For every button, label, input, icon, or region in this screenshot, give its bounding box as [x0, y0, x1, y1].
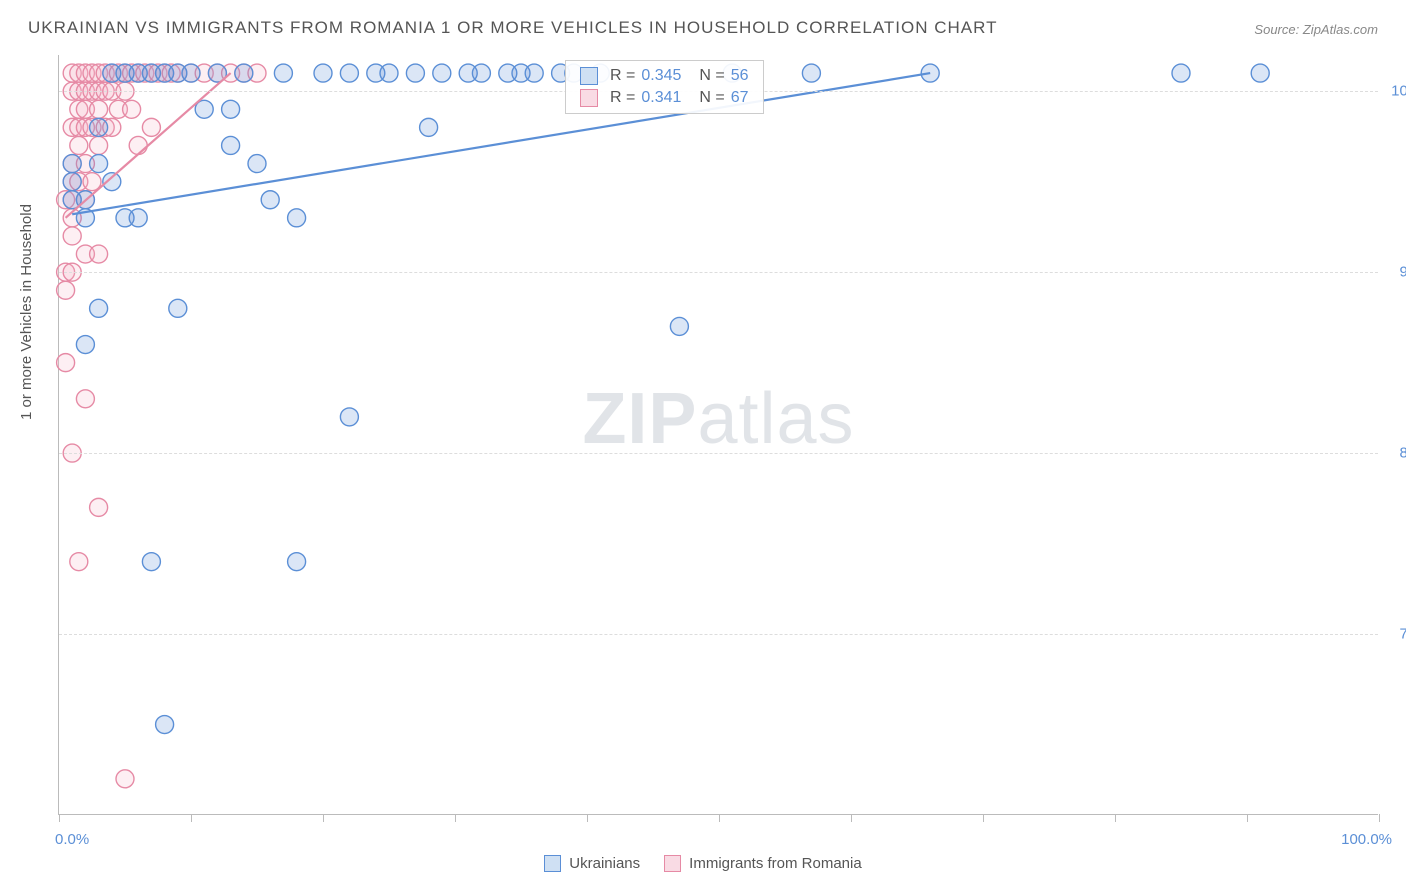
scatter-point-romania: [76, 390, 94, 408]
scatter-point-ukrainians: [380, 64, 398, 82]
legend-n-label: N =: [699, 67, 724, 85]
scatter-point-ukrainians: [182, 64, 200, 82]
scatter-point-romania: [57, 354, 75, 372]
trend-line-ukrainians: [72, 73, 930, 214]
scatter-point-ukrainians: [63, 173, 81, 191]
scatter-point-romania: [90, 498, 108, 516]
scatter-point-ukrainians: [222, 136, 240, 154]
scatter-point-romania: [90, 100, 108, 118]
plot-area: ZIPatlas 100.0%90.0%80.0%70.0%0.0%100.0%: [58, 55, 1378, 815]
legend-bottom-item: Immigrants from Romania: [664, 855, 862, 872]
legend-swatch: [544, 855, 561, 872]
y-axis-title: 1 or more Vehicles in Household: [18, 204, 35, 420]
y-tick-label: 80.0%: [1386, 445, 1406, 462]
scatter-point-ukrainians: [1172, 64, 1190, 82]
scatter-point-ukrainians: [525, 64, 543, 82]
scatter-point-romania: [123, 100, 141, 118]
scatter-point-ukrainians: [420, 118, 438, 136]
scatter-point-ukrainians: [472, 64, 490, 82]
x-tick: [191, 814, 192, 822]
scatter-point-romania: [70, 136, 88, 154]
scatter-point-romania: [116, 770, 134, 788]
legend-r-value: 0.345: [641, 67, 681, 85]
legend-r-value: 0.341: [641, 89, 681, 107]
scatter-point-ukrainians: [129, 209, 147, 227]
scatter-point-ukrainians: [142, 553, 160, 571]
scatter-point-ukrainians: [90, 118, 108, 136]
legend-n-label: N =: [699, 89, 724, 107]
scatter-point-ukrainians: [433, 64, 451, 82]
scatter-point-romania: [57, 281, 75, 299]
source-link[interactable]: ZipAtlas.com: [1303, 22, 1378, 37]
y-tick-label: 100.0%: [1386, 83, 1406, 100]
y-tick-label: 90.0%: [1386, 264, 1406, 281]
legend-bottom-label: Immigrants from Romania: [689, 855, 862, 872]
chart-title: UKRAINIAN VS IMMIGRANTS FROM ROMANIA 1 O…: [28, 18, 998, 38]
scatter-point-ukrainians: [63, 155, 81, 173]
x-tick: [455, 814, 456, 822]
gridline-h: [59, 634, 1378, 635]
legend-stat-row: R = 0.345 N = 56: [566, 65, 763, 87]
legend-n-value: 67: [731, 89, 749, 107]
scatter-point-romania: [129, 136, 147, 154]
scatter-point-ukrainians: [314, 64, 332, 82]
legend-swatch: [664, 855, 681, 872]
x-tick: [983, 814, 984, 822]
scatter-point-ukrainians: [90, 155, 108, 173]
x-tick-label-max: 100.0%: [1341, 831, 1392, 848]
x-tick: [59, 814, 60, 822]
scatter-point-ukrainians: [340, 64, 358, 82]
x-tick-label-min: 0.0%: [55, 831, 89, 848]
legend-n-value: 56: [731, 67, 749, 85]
scatter-point-ukrainians: [76, 336, 94, 354]
legend-swatch: [580, 67, 598, 85]
legend-r-label: R =: [610, 89, 635, 107]
legend-r-label: R =: [610, 67, 635, 85]
gridline-h: [59, 272, 1378, 273]
scatter-point-ukrainians: [670, 317, 688, 335]
legend-bottom-label: Ukrainians: [569, 855, 640, 872]
gridline-h: [59, 453, 1378, 454]
scatter-point-ukrainians: [169, 299, 187, 317]
scatter-point-ukrainians: [340, 408, 358, 426]
chart-svg: [59, 55, 1378, 814]
scatter-point-ukrainians: [802, 64, 820, 82]
x-tick: [587, 814, 588, 822]
scatter-point-romania: [90, 136, 108, 154]
source-attribution: Source: ZipAtlas.com: [1254, 22, 1378, 37]
legend-bottom: Ukrainians Immigrants from Romania: [0, 855, 1406, 876]
scatter-point-romania: [63, 227, 81, 245]
legend-box: R = 0.345 N = 56 R = 0.341 N = 67: [565, 60, 764, 114]
scatter-point-romania: [90, 245, 108, 263]
scatter-point-ukrainians: [156, 716, 174, 734]
source-label: Source:: [1254, 22, 1299, 37]
scatter-point-ukrainians: [406, 64, 424, 82]
x-tick: [719, 814, 720, 822]
x-tick: [323, 814, 324, 822]
scatter-point-ukrainians: [261, 191, 279, 209]
scatter-point-ukrainians: [90, 299, 108, 317]
legend-swatch: [580, 89, 598, 107]
scatter-point-ukrainians: [235, 64, 253, 82]
scatter-point-ukrainians: [1251, 64, 1269, 82]
x-tick: [851, 814, 852, 822]
scatter-point-ukrainians: [248, 155, 266, 173]
scatter-point-ukrainians: [274, 64, 292, 82]
legend-stat-row: R = 0.341 N = 67: [566, 87, 763, 109]
scatter-point-romania: [70, 553, 88, 571]
x-tick: [1247, 814, 1248, 822]
x-tick: [1115, 814, 1116, 822]
scatter-point-romania: [142, 118, 160, 136]
x-tick: [1379, 814, 1380, 822]
scatter-point-ukrainians: [288, 209, 306, 227]
scatter-point-ukrainians: [222, 100, 240, 118]
y-tick-label: 70.0%: [1386, 626, 1406, 643]
legend-bottom-item: Ukrainians: [544, 855, 640, 872]
scatter-point-ukrainians: [288, 553, 306, 571]
